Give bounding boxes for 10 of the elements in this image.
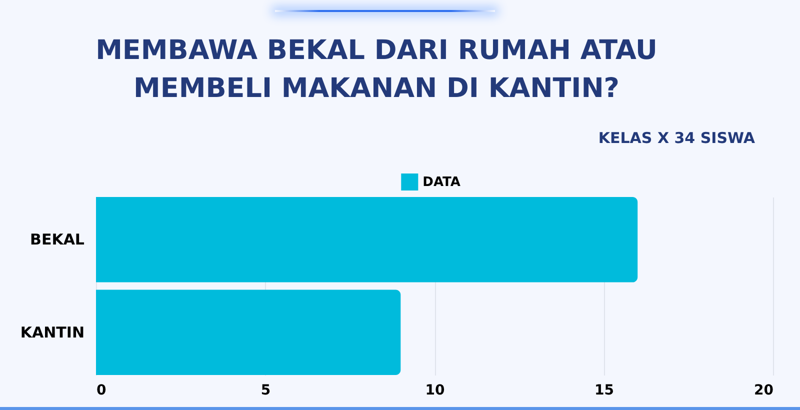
chart-title: MEMBAWA BEKAL DARI RUMAH ATAU MEMBELI MAKANAN DI KANTIN? [96, 35, 658, 104]
x-tick-label: 20 [754, 382, 774, 398]
x-tick-label: 0 [96, 382, 106, 398]
chart-subtitle: KELAS X 34 SISWA [598, 129, 755, 147]
x-tick-label: 5 [260, 382, 271, 398]
legend-label: DATA [422, 175, 460, 190]
y-tick-label: BEKAL [30, 230, 85, 249]
y-tick-label: KANTIN [20, 323, 84, 342]
x-tick-label: 15 [594, 382, 614, 398]
x-tick-label: 10 [425, 382, 445, 398]
